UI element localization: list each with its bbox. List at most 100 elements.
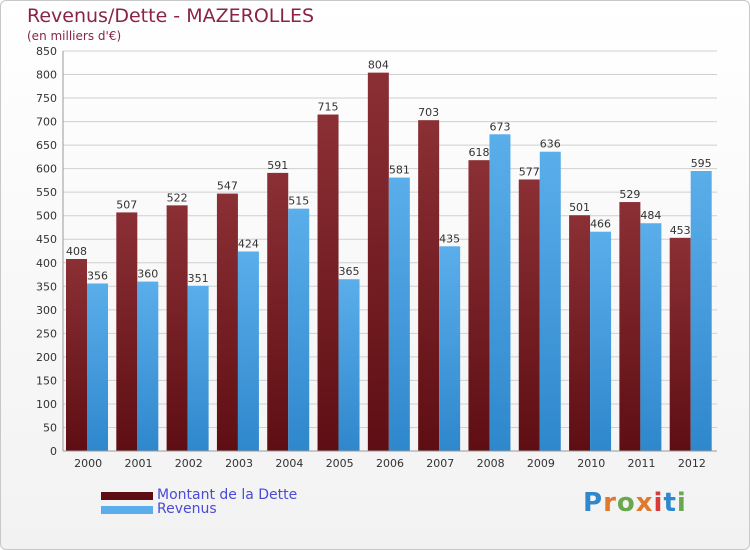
x-tick-label: 2002 (175, 457, 203, 470)
x-tick-label: 2007 (426, 457, 454, 470)
proxiti-logo: Proxiti (583, 488, 687, 518)
chart-subtitle: (en milliers d'€) (27, 29, 122, 43)
logo-letter: x (635, 488, 654, 518)
x-tick-label: 2004 (275, 457, 303, 470)
bar-dette (569, 215, 591, 451)
bar-dette (619, 202, 641, 451)
data-label-revenus: 424 (238, 237, 259, 250)
data-label-dette: 408 (66, 245, 87, 258)
data-label-dette: 453 (670, 224, 691, 237)
data-label-dette: 501 (569, 201, 590, 214)
data-label-dette: 715 (318, 101, 339, 114)
data-label-revenus: 636 (540, 138, 561, 151)
legend-swatch-dette (101, 492, 153, 500)
logo-letter: o (616, 488, 636, 518)
axes: 0 50 100 150 200 250 300 350 400 450 500 550 600 650 7… (36, 45, 717, 470)
legend-label-dette: Montant de la Dette (157, 487, 298, 503)
bar-dette (66, 259, 87, 451)
x-tick-label: 2009 (527, 457, 555, 470)
x-tick-label: 2006 (376, 457, 404, 470)
y-tick-label: 400 (36, 257, 57, 270)
bar-dette (216, 193, 238, 451)
bar-revenus (87, 283, 108, 451)
bar-revenus (137, 281, 159, 451)
bar-revenus (590, 231, 612, 451)
data-label-dette: 591 (267, 159, 288, 172)
bar-revenus (187, 285, 209, 451)
y-tick-label: 50 (43, 421, 57, 434)
bar-dette (267, 172, 289, 451)
data-label-revenus: 435 (439, 232, 460, 245)
data-label-dette: 577 (519, 165, 540, 178)
bar-revenus (237, 251, 259, 451)
bar-revenus (288, 208, 310, 451)
data-label-dette: 804 (368, 59, 389, 72)
data-label-dette: 507 (116, 198, 137, 211)
data-label-revenus: 595 (691, 157, 712, 170)
x-tick-label: 2001 (124, 457, 152, 470)
data-label-dette: 522 (167, 191, 188, 204)
legend-label-revenus: Revenus (157, 501, 217, 517)
y-tick-label: 800 (36, 69, 57, 82)
bar-revenus (489, 134, 511, 451)
x-tick-label: 2000 (74, 457, 102, 470)
y-tick-label: 750 (36, 92, 57, 105)
y-tick-label: 700 (36, 116, 57, 129)
x-tick-label: 2011 (628, 457, 656, 470)
data-label-revenus: 484 (640, 209, 661, 222)
bars (66, 72, 712, 452)
logo-letter: t (663, 488, 677, 518)
data-label-revenus: 360 (137, 268, 158, 281)
data-label-revenus: 673 (489, 120, 510, 133)
bar-dette (317, 114, 339, 451)
logo-letter: i (653, 488, 664, 518)
y-tick-label: 150 (36, 374, 57, 387)
y-tick-label: 0 (50, 445, 57, 458)
data-label-dette: 703 (418, 106, 439, 119)
bar-dette (418, 120, 440, 452)
y-tick-label: 500 (36, 210, 57, 223)
bar-dette (518, 179, 540, 451)
y-tick-label: 550 (36, 186, 57, 199)
x-tick-label: 2005 (326, 457, 354, 470)
data-label-revenus: 365 (339, 265, 360, 278)
bar-revenus (338, 279, 360, 451)
chart-title: Revenus/Dette - MAZEROLLES (27, 5, 315, 27)
data-label-revenus: 515 (288, 195, 309, 208)
y-tick-label: 100 (36, 398, 57, 411)
y-tick-label: 450 (36, 233, 57, 246)
logo-letter: P (583, 488, 604, 518)
y-tick-label: 250 (36, 327, 57, 340)
y-tick-label: 600 (36, 163, 57, 176)
y-tick-label: 350 (36, 280, 57, 293)
legend-swatch-revenus (101, 506, 153, 514)
data-label-revenus: 466 (590, 218, 611, 231)
bar-revenus (388, 177, 410, 451)
x-tick-label: 2003 (225, 457, 253, 470)
bar-revenus (539, 151, 561, 452)
data-label-dette: 529 (619, 188, 640, 201)
data-label-revenus: 351 (188, 272, 209, 285)
data-label-dette: 547 (217, 180, 238, 193)
data-label-revenus: 581 (389, 164, 410, 177)
data-label-dette: 618 (468, 146, 489, 159)
x-tick-label: 2012 (678, 457, 706, 470)
bar-dette (166, 205, 188, 451)
logo-letter: r (603, 488, 617, 518)
y-tick-label: 850 (36, 45, 57, 58)
logo-letter: i (676, 488, 687, 518)
y-tick-label: 300 (36, 304, 57, 317)
y-tick-label: 650 (36, 139, 57, 152)
bar-dette (367, 72, 389, 451)
bar-dette (669, 237, 691, 451)
x-tick-label: 2010 (577, 457, 605, 470)
x-tick-label: 2008 (477, 457, 505, 470)
bar-dette (116, 212, 138, 451)
data-label-revenus: 356 (87, 269, 108, 282)
bar-revenus (690, 171, 712, 451)
bar-dette (468, 160, 490, 452)
y-tick-label: 200 (36, 351, 57, 364)
